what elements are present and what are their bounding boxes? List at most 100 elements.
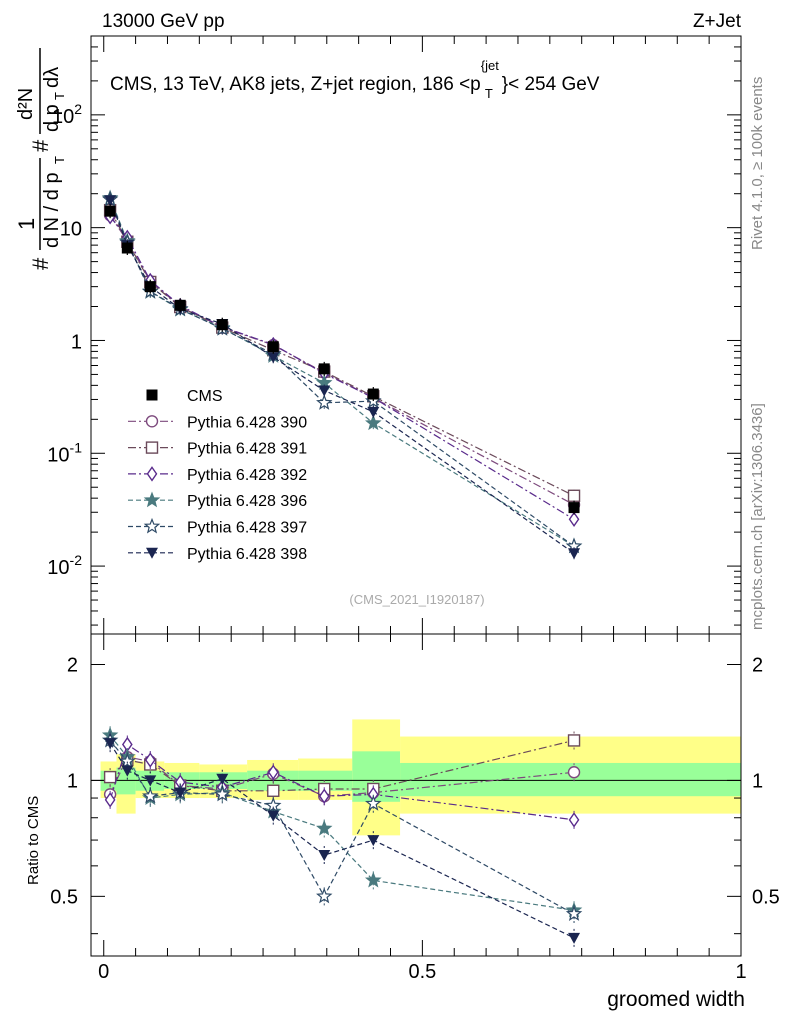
marker-ratio [318, 850, 331, 862]
legend-marker [146, 547, 158, 559]
plot-title-main: CMS, 13 TeV, AK8 jets, Z+jet region, 186… [110, 74, 481, 95]
marker-ratio [318, 788, 330, 804]
marker-data [267, 341, 279, 353]
legend-marker [143, 491, 161, 508]
legend-entry: Pythia 6.428 391 [128, 441, 307, 458]
process-label: Z+Jet [693, 11, 742, 32]
ytick-label-ratio-left: 2 [67, 654, 78, 676]
rivet-label: Rivet 4.1.0, ≥ 100k events [749, 77, 766, 250]
marker-main [104, 195, 117, 207]
marker-ratio [214, 785, 231, 802]
marker-ratio [567, 734, 581, 747]
xlabel: groomed width [607, 988, 745, 1011]
legend-label: Pythia 6.428 397 [187, 520, 307, 537]
marker-main [316, 394, 333, 410]
legend-label: Pythia 6.428 396 [187, 493, 307, 510]
ytick-label-main: 102 [52, 101, 82, 128]
series-390 [103, 208, 581, 806]
plot-title-sup: {jet [481, 58, 499, 73]
band-stat [116, 767, 136, 795]
marker-data [174, 299, 186, 311]
marker-data [104, 205, 116, 217]
legend-label: Pythia 6.428 392 [187, 467, 307, 484]
ytick-label-ratio-right: 1 [752, 770, 763, 792]
marker-ratio [216, 773, 229, 785]
xtick-label: 1 [735, 961, 746, 983]
marker-data [568, 502, 580, 514]
series-cms-data [104, 204, 580, 515]
series-line-ratio [109, 742, 575, 939]
marker-ratio [568, 932, 581, 944]
marker-ratio [104, 738, 117, 750]
marker-ratio [567, 766, 581, 779]
marker-main [568, 548, 581, 560]
legend-entry: Pythia 6.428 396 [128, 491, 307, 510]
marker-data [318, 363, 330, 375]
series-line-main [109, 209, 575, 497]
ylabel-den-2: d p [41, 104, 63, 132]
marker-data [121, 242, 133, 254]
marker-main [267, 352, 280, 364]
plot-title-end: }< 254 GeV [502, 74, 600, 95]
marker-ratio [103, 770, 117, 784]
tick-labels: 10-2 10-1 1 10 102 0.5 1 2 0.5 1 2 0 0.5 1 [47, 101, 780, 983]
plot-title: CMS, 13 TeV, AK8 jets, Z+jet region, 186… [110, 58, 600, 101]
series-line-ratio [109, 739, 575, 792]
xtick-label: 0 [98, 961, 109, 983]
marker-ratio [121, 765, 134, 777]
ylabel-num-2: d²N [15, 88, 37, 120]
ytick-label-main: 1 [71, 331, 82, 353]
ylabel-den-1-sub: T [52, 156, 67, 164]
series-line-main [109, 216, 575, 520]
legend-marker [146, 466, 158, 482]
ylabel-num-1: 1 [14, 218, 39, 230]
ratio-ylabel: Ratio to CMS [25, 796, 42, 885]
marker-ratio [316, 887, 333, 904]
marker-main [365, 414, 382, 431]
legend-entry: Pythia 6.428 392 [128, 466, 307, 484]
ylabel-hash-1: # [28, 257, 53, 270]
legend-label: Pythia 6.428 398 [187, 546, 307, 563]
energy-label: 13000 GeV pp [102, 11, 225, 32]
ytick-label-ratio-right: 2 [752, 654, 763, 676]
series-layer [101, 189, 583, 947]
marker-ratio [174, 787, 187, 799]
marker-ratio [316, 819, 333, 836]
series-line-main [109, 199, 575, 547]
main-plot-frame [90, 35, 742, 635]
marker-data [216, 319, 228, 331]
marker-ratio [267, 764, 279, 780]
ytick-label-ratio-left: 0.5 [50, 886, 78, 908]
marker-ratio [267, 784, 280, 797]
legend-marker [146, 389, 158, 401]
series-391 [103, 203, 581, 800]
marker-ratio [141, 787, 159, 804]
main-ylabel: # 1 d N / d p T # d²N d p T dλ [14, 48, 67, 270]
ylabel-den-2-end: dλ [41, 67, 63, 88]
legend-label: CMS [187, 388, 223, 405]
legend-marker [145, 415, 159, 428]
legend-label: Pythia 6.428 391 [187, 441, 307, 458]
marker-ratio [144, 752, 156, 768]
ratio-plot-frame [90, 633, 742, 957]
ytick-label-main: 10 [60, 219, 82, 241]
ylabel-hash-2: # [28, 139, 53, 152]
marker-ratio [104, 792, 116, 808]
marker-data [144, 281, 156, 293]
marker-ratio [364, 871, 382, 888]
marker-ratio [367, 835, 380, 847]
legend-marker [145, 441, 159, 454]
legend-entry: Pythia 6.428 397 [128, 517, 307, 537]
series-line-ratio [109, 740, 575, 915]
marker-ratio [267, 810, 280, 822]
legend-entry: CMS [146, 388, 223, 405]
legend-entry: Pythia 6.428 390 [128, 414, 307, 431]
marker-ratio [364, 795, 382, 811]
marker-main [318, 385, 331, 397]
legend-entry: Pythia 6.428 398 [128, 546, 307, 563]
marker-main [367, 406, 380, 418]
ylabel-den-1: d N / d p [41, 172, 63, 248]
marker-main [567, 489, 581, 502]
ytick-label-main: 10-1 [47, 439, 82, 466]
